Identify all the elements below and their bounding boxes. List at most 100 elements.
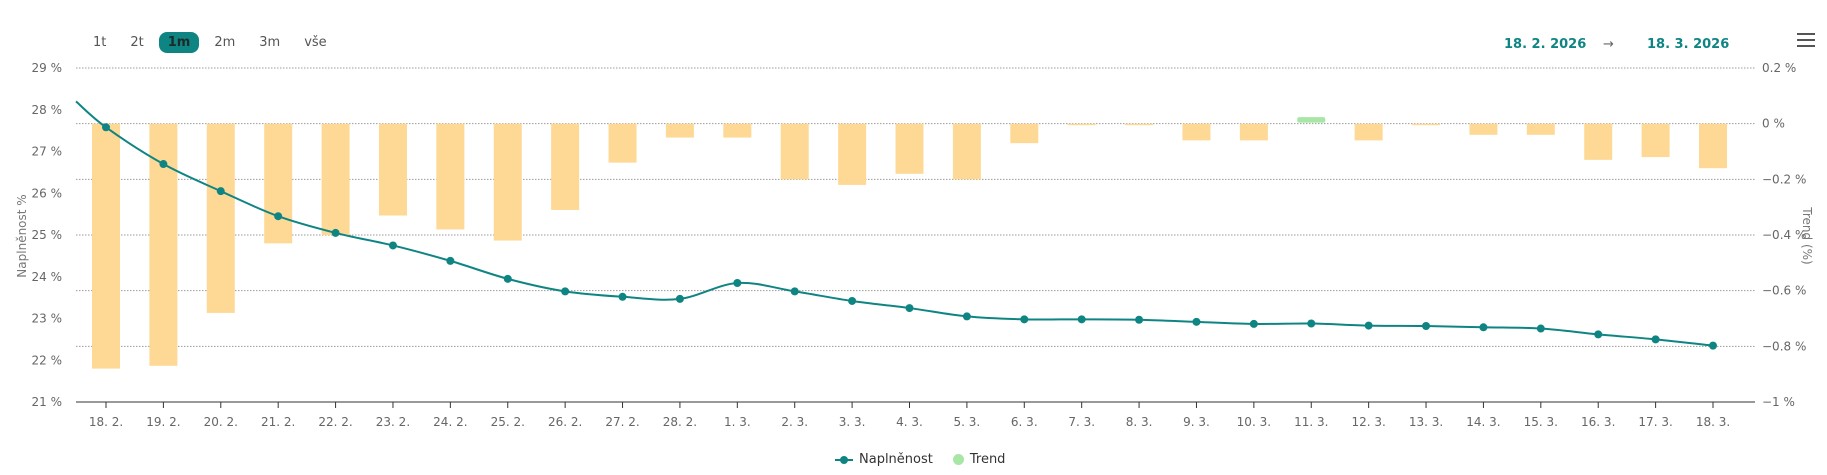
x-tick-label: 22. 2. bbox=[318, 415, 352, 429]
y-left-tick-label: 29 % bbox=[32, 61, 63, 75]
fill-point bbox=[274, 212, 283, 221]
x-tick-label: 5. 3. bbox=[954, 415, 981, 429]
date-from[interactable]: 18. 2. 2026 bbox=[1504, 37, 1587, 52]
y-right-tick-label: −0.6 % bbox=[1762, 284, 1806, 298]
trend-bar bbox=[92, 123, 120, 369]
fill-point bbox=[962, 312, 971, 321]
fill-point bbox=[1135, 315, 1144, 324]
fill-line bbox=[75, 100, 1717, 350]
x-tick-label: 16. 3. bbox=[1581, 415, 1615, 429]
range-button-all[interactable]: vše bbox=[295, 32, 335, 53]
trend-bar bbox=[952, 123, 981, 180]
trend-bar bbox=[780, 123, 809, 180]
x-tick-label: 10. 3. bbox=[1237, 415, 1271, 429]
range-button-2m[interactable]: 2m bbox=[205, 32, 244, 53]
x-tick-label: 9. 3. bbox=[1183, 415, 1210, 429]
x-tick-label: 25. 2. bbox=[491, 415, 525, 429]
legend-label-trend: Trend bbox=[969, 452, 1006, 467]
trend-bar bbox=[378, 123, 407, 216]
fill-point bbox=[561, 287, 570, 296]
trend-bar bbox=[838, 123, 867, 185]
fill-point bbox=[446, 256, 455, 265]
trend-bar bbox=[1010, 123, 1039, 144]
x-tick-label: 13. 3. bbox=[1409, 415, 1443, 429]
x-tick-label: 19. 2. bbox=[146, 415, 180, 429]
trend-bar bbox=[493, 123, 522, 241]
trend-bar bbox=[149, 123, 178, 366]
fill-point bbox=[1077, 315, 1086, 324]
trend-bar bbox=[1297, 117, 1326, 123]
trend-bar bbox=[1239, 123, 1268, 141]
x-tick-label: 18. 2. bbox=[89, 415, 123, 429]
y-right-tick-label: 0 % bbox=[1762, 117, 1785, 131]
hamburger-icon[interactable] bbox=[1797, 33, 1815, 47]
y-left-tick-label: 28 % bbox=[32, 103, 63, 117]
x-tick-label: 12. 3. bbox=[1351, 415, 1385, 429]
fill-point bbox=[1192, 317, 1201, 326]
x-tick-label: 26. 2. bbox=[548, 415, 582, 429]
fill-point bbox=[618, 292, 627, 301]
trend-bar bbox=[1354, 123, 1383, 141]
y-left-tick-label: 27 % bbox=[32, 145, 63, 159]
range-button-1m[interactable]: 1m bbox=[158, 32, 200, 53]
fill-point bbox=[790, 287, 799, 296]
range-button-2t[interactable]: 2t bbox=[121, 32, 152, 53]
x-tick-label: 28. 2. bbox=[663, 415, 697, 429]
range-button-3m[interactable]: 3m bbox=[250, 32, 289, 53]
legend-dot-marker bbox=[952, 454, 964, 465]
x-tick-label: 20. 2. bbox=[204, 415, 238, 429]
trend-bar bbox=[1699, 123, 1727, 169]
fill-point bbox=[905, 304, 914, 313]
trend-bar bbox=[321, 123, 350, 235]
fill-point bbox=[159, 160, 168, 169]
fill-point bbox=[1651, 335, 1660, 344]
range-button-1t[interactable]: 1t bbox=[84, 32, 115, 53]
y-left-tick-label: 22 % bbox=[32, 353, 63, 367]
arrow-icon: → bbox=[1603, 37, 1614, 52]
fill-point bbox=[1249, 319, 1258, 328]
fill-point bbox=[1422, 322, 1431, 331]
trend-bar bbox=[1125, 123, 1154, 126]
fill-point bbox=[503, 274, 512, 283]
y-right-axis-title: Trend (%) bbox=[1800, 206, 1814, 264]
trend-bar bbox=[551, 123, 580, 210]
trend-bar bbox=[1584, 123, 1613, 160]
y-left-tick-label: 26 % bbox=[32, 186, 63, 200]
trend-bar bbox=[1526, 123, 1555, 135]
fill-point bbox=[1479, 323, 1488, 332]
x-tick-label: 7. 3. bbox=[1068, 415, 1095, 429]
fill-point bbox=[848, 296, 857, 305]
trend-bar bbox=[1641, 123, 1670, 158]
legend-item-trend[interactable]: Trend bbox=[952, 452, 1006, 467]
fill-point bbox=[733, 279, 742, 288]
y-right-tick-label: −1 % bbox=[1762, 395, 1795, 409]
axis-labels: 0.2 % 0 % −0.2 % −0.4 % −0.6 % −0.8 % −1 % 29 %… bbox=[32, 61, 1807, 429]
fill-point bbox=[675, 294, 684, 303]
grid bbox=[76, 67, 1755, 408]
x-tick-label: 1. 3. bbox=[724, 415, 751, 429]
y-right-tick-label: 0.2 % bbox=[1762, 61, 1796, 75]
fill-point bbox=[388, 241, 397, 250]
x-tick-label: 4. 3. bbox=[896, 415, 923, 429]
fill-point bbox=[1709, 341, 1717, 350]
date-to[interactable]: 18. 3. 2026 bbox=[1647, 37, 1730, 52]
x-tick-label: 6. 3. bbox=[1011, 415, 1038, 429]
trend-bar bbox=[1182, 123, 1211, 141]
x-tick-label: 23. 2. bbox=[376, 415, 410, 429]
fill-point bbox=[216, 187, 225, 196]
y-left-tick-label: 24 % bbox=[32, 270, 63, 284]
x-tick-label: 21. 2. bbox=[261, 415, 295, 429]
y-right-tick-label: −0.8 % bbox=[1762, 339, 1806, 353]
legend-item-fill[interactable]: Naplněnost bbox=[835, 452, 933, 467]
trend-bar bbox=[264, 123, 293, 244]
trend-bar bbox=[436, 123, 465, 230]
legend-line-marker bbox=[835, 455, 853, 464]
y-left-tick-label: 23 % bbox=[32, 312, 63, 326]
trend-bar bbox=[895, 123, 924, 174]
trend-bar bbox=[206, 123, 235, 313]
x-tick-label: 24. 2. bbox=[433, 415, 467, 429]
x-tick-label: 2. 3. bbox=[781, 415, 808, 429]
x-tick-label: 14. 3. bbox=[1466, 415, 1500, 429]
trend-bar bbox=[723, 123, 752, 138]
y-right-tick-label: −0.4 % bbox=[1762, 228, 1806, 242]
